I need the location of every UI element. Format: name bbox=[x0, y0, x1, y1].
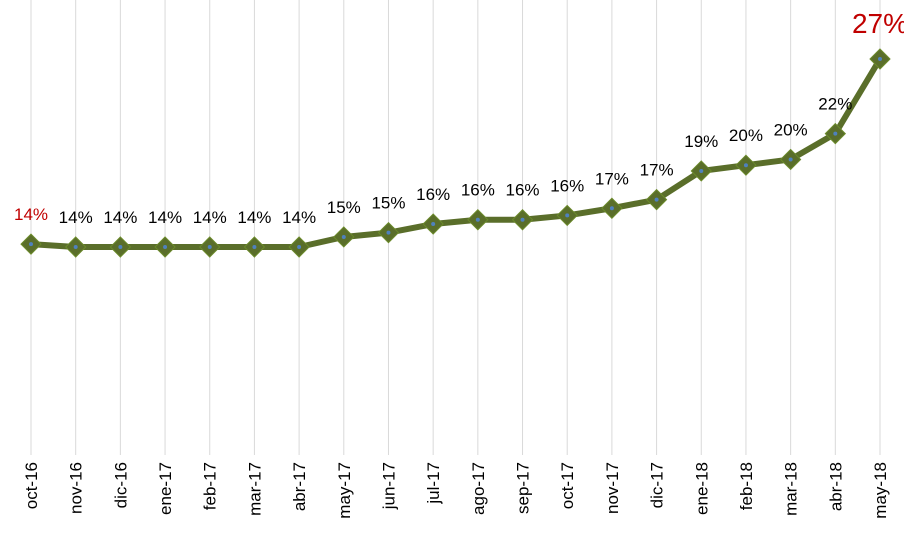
data-label: 14% bbox=[193, 208, 227, 227]
marker-dot bbox=[475, 217, 480, 222]
x-tick-label: nov-17 bbox=[603, 462, 622, 514]
x-tick-label: ene-18 bbox=[692, 462, 711, 515]
marker-dot bbox=[207, 245, 212, 249]
data-label: 16% bbox=[506, 181, 540, 200]
x-tick-label: ene-17 bbox=[156, 462, 175, 515]
x-tick-label: abr-17 bbox=[290, 462, 309, 511]
x-tick-label: feb-17 bbox=[201, 462, 220, 510]
marker-dot bbox=[699, 168, 704, 173]
marker-dot bbox=[654, 197, 659, 202]
marker-dot bbox=[788, 157, 793, 162]
x-tick-label: dic-17 bbox=[648, 462, 667, 508]
x-tick-label: may-18 bbox=[871, 462, 890, 519]
data-label: 22% bbox=[818, 95, 852, 114]
marker-dot bbox=[386, 230, 391, 235]
x-tick-label: oct-16 bbox=[22, 462, 41, 509]
data-label: 16% bbox=[461, 181, 495, 200]
data-label: 14% bbox=[103, 208, 137, 227]
marker-dot bbox=[520, 217, 525, 222]
x-tick-label: mar-18 bbox=[782, 462, 801, 516]
data-label: 17% bbox=[640, 161, 674, 180]
marker-dot bbox=[565, 213, 570, 218]
marker-dot bbox=[341, 234, 346, 239]
data-label: 14% bbox=[237, 208, 271, 227]
x-tick-label: mar-17 bbox=[245, 462, 264, 516]
x-tick-label: may-17 bbox=[335, 462, 354, 519]
x-tick-label: sep-17 bbox=[514, 462, 533, 514]
data-label: 14% bbox=[14, 205, 48, 224]
marker-dot bbox=[609, 206, 614, 211]
data-label: 16% bbox=[416, 185, 450, 204]
x-tick-label: abr-18 bbox=[826, 462, 845, 511]
data-label: 27% bbox=[852, 8, 904, 39]
marker-dot bbox=[73, 245, 78, 249]
data-label: 14% bbox=[59, 208, 93, 227]
data-label: 14% bbox=[148, 208, 182, 227]
data-label: 15% bbox=[327, 198, 361, 217]
marker-dot bbox=[29, 242, 33, 247]
data-label: 15% bbox=[371, 194, 405, 213]
data-label: 20% bbox=[774, 120, 808, 139]
x-tick-label: feb-18 bbox=[737, 462, 756, 510]
x-tick-label: jun-17 bbox=[379, 462, 398, 510]
x-tick-label: dic-16 bbox=[111, 462, 130, 508]
x-tick-label: ago-17 bbox=[469, 462, 488, 515]
marker-dot bbox=[878, 57, 882, 61]
x-tick-label: oct-17 bbox=[558, 462, 577, 509]
marker-dot bbox=[118, 245, 123, 249]
x-tick-label: nov-16 bbox=[67, 462, 86, 514]
data-label: 20% bbox=[729, 126, 763, 145]
data-label: 14% bbox=[282, 208, 316, 227]
marker-dot bbox=[431, 222, 436, 227]
marker-dot bbox=[743, 163, 748, 168]
x-tick-label: jul-17 bbox=[424, 462, 443, 505]
marker-dot bbox=[252, 245, 257, 249]
marker-dot bbox=[297, 245, 302, 249]
data-label: 19% bbox=[684, 132, 718, 151]
marker-dot bbox=[163, 245, 168, 249]
data-label: 16% bbox=[550, 176, 584, 195]
marker-dot bbox=[833, 131, 838, 136]
data-label: 17% bbox=[595, 169, 629, 188]
